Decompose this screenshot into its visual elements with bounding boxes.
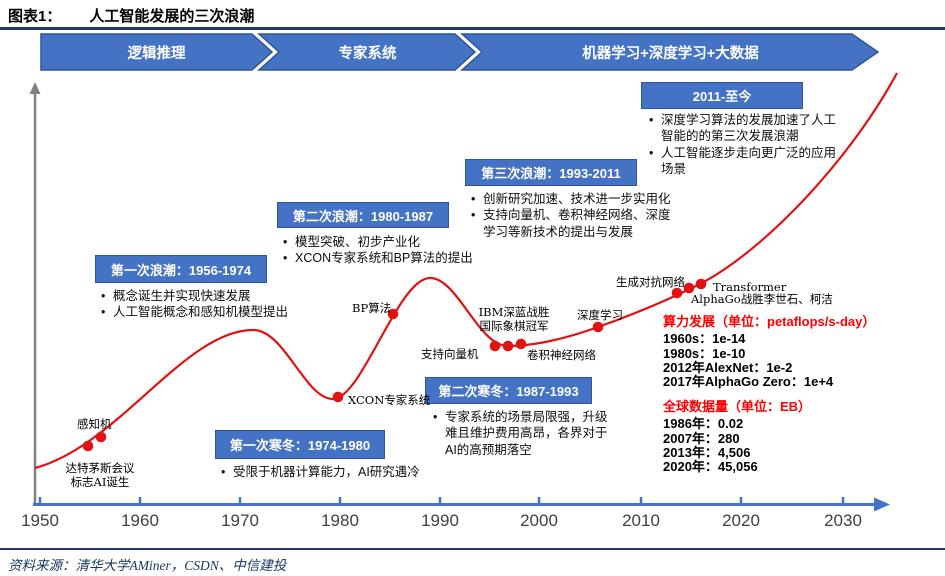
wave1-bullets: 概念诞生并实现快速发展 人工智能概念和感知机模型提出 xyxy=(97,288,347,321)
milestone-label-xcon: XCON专家系统 xyxy=(348,393,431,407)
milestone-dots xyxy=(82,278,707,452)
milestone-dot-svm xyxy=(489,340,501,352)
figure-number: 图表1： xyxy=(8,8,62,25)
list-item: 支持向量机、卷积神经网络、深度学习等新技术的提出与发展 xyxy=(467,207,682,240)
winter1-title-box: 第一次寒冬：1974-1980 xyxy=(215,430,385,459)
banner-machine-learning: 机器学习+深度学习+大数据 xyxy=(582,45,759,62)
milestone-dot-deep-learning xyxy=(592,321,604,333)
list-item: 专家系统的场景局限强，升级难且维护费用高昂，各界对于AI的高预期落空 xyxy=(429,409,611,458)
banner-logic-reasoning: 逻辑推理 xyxy=(127,45,186,62)
stat-line: 2013年：4,506 xyxy=(663,444,751,460)
stat-line: 2017年AlphaGo Zero：1e+4 xyxy=(663,374,834,390)
milestone-label-dartmouth: 达特茅斯会议 标志AI诞生 xyxy=(65,461,135,490)
x-axis-ticks xyxy=(38,497,845,504)
x-tick-2010: 2010 xyxy=(622,511,660,530)
x-tick-1950: 1950 xyxy=(21,511,59,530)
milestone-label-perceptron: 感知机 xyxy=(77,417,112,431)
list-item: XCON专家系统和BP算法的提出 xyxy=(279,250,519,267)
milestone-label-deep-learning: 深度学习 xyxy=(577,308,623,322)
list-item: 人工智能概念和感知机模型提出 xyxy=(97,304,347,321)
milestone-label-deep-blue: IBM深蓝战胜 国际象棋冠军 xyxy=(478,305,550,334)
y-axis-arrow-icon xyxy=(29,82,41,94)
source-note: 资料来源：清华大学AMiner，CSDN、中信建投 xyxy=(8,558,287,573)
winter2-title-box: 第二次寒冬：1987-1993 xyxy=(425,377,592,404)
wave3-bullets: 创新研究加速、技术进一步实用化 支持向量机、卷积神经网络、深度学习等新技术的提出… xyxy=(467,191,682,240)
milestone-dot-alphago xyxy=(683,282,695,294)
milestone-dot-xcon xyxy=(332,391,344,403)
milestone-dot-transformer xyxy=(695,278,707,290)
stat-line: 2020年：45,056 xyxy=(663,459,758,475)
title-divider xyxy=(0,27,945,30)
list-item: 概念诞生并实现快速发展 xyxy=(97,288,347,305)
figure-header: 图表1： 人工智能发展的三次浪潮 xyxy=(8,5,254,26)
winter1-bullets: 受限于机器计算能力，AI研究遇冷 xyxy=(217,464,472,481)
milestone-label-transformer: Transformer xyxy=(713,280,787,294)
milestone-label-cnn: 卷积神经网络 xyxy=(527,348,596,362)
list-item: 人工智能逐步走向更广泛的应用场景 xyxy=(645,145,837,178)
stat-line: 1980s：1e-10 xyxy=(663,345,746,361)
milestone-dot-perceptron xyxy=(95,431,107,443)
milestone-label-bp-algorithm: BP算法 xyxy=(352,301,392,315)
milestone-dot-cnn xyxy=(515,338,527,350)
compute-power-title: 算力发展（单位：petaflops/s-day） xyxy=(663,314,876,329)
x-tick-2000: 2000 xyxy=(520,511,558,530)
x-tick-2020: 2020 xyxy=(722,511,760,530)
milestone-label-svm: 支持向量机 xyxy=(421,347,479,361)
page-title: 人工智能发展的三次浪潮 xyxy=(89,8,255,25)
milestone-label-alphago: AlphaGo战胜李世石、柯洁 xyxy=(691,292,833,306)
x-axis-arrow-icon xyxy=(874,497,890,512)
milestone-dot-bp xyxy=(387,308,399,320)
list-item: 受限于机器计算能力，AI研究遇冷 xyxy=(217,464,472,481)
wave4-title-box: 2011-至今 xyxy=(641,82,803,109)
list-item: 模型突破、初步产业化 xyxy=(279,234,519,251)
milestone-dot-deep-blue xyxy=(502,340,514,352)
list-item: 深度学习算法的发展加速了人工智能的的第三次发展浪潮 xyxy=(645,112,837,145)
compute-power-block: 算力发展（单位：petaflops/s-day） 1960s：1e-14 198… xyxy=(663,314,876,390)
x-tick-1990: 1990 xyxy=(421,511,459,530)
global-data-title: 全球数据量（单位：EB） xyxy=(663,399,812,414)
stat-line: 1986年：0.02 xyxy=(663,416,744,432)
list-item: 创新研究加速、技术进一步实用化 xyxy=(467,191,682,208)
x-tick-1980: 1980 xyxy=(321,511,359,530)
wave2-bullets: 模型突破、初步产业化 XCON专家系统和BP算法的提出 xyxy=(279,234,519,267)
footer-divider xyxy=(0,548,945,550)
banner-shape-logic xyxy=(40,33,274,71)
global-data-block: 全球数据量（单位：EB） 1986年：0.02 2007年：280 2013年：… xyxy=(663,399,812,475)
x-tick-1970: 1970 xyxy=(221,511,259,530)
banner-expert-systems: 专家系统 xyxy=(338,45,397,62)
wave3-title-box: 第三次浪潮：1993-2011 xyxy=(465,159,637,186)
milestone-dot-dartmouth xyxy=(82,440,94,452)
stat-line: 2007年：280 xyxy=(663,430,740,446)
x-tick-1960: 1960 xyxy=(121,511,159,530)
milestone-label-gan: 生成对抗网络 xyxy=(616,275,685,289)
wave1-title-box: 第一次浪潮：1956-1974 xyxy=(95,255,267,283)
banner-shape-ml xyxy=(460,33,880,71)
stat-line: 2012年AlexNet：1e-2 xyxy=(663,359,793,375)
wave4-bullets: 深度学习算法的发展加速了人工智能的的第三次发展浪潮 人工智能逐步走向更广泛的应用… xyxy=(645,112,837,177)
stat-line: 1960s：1e-14 xyxy=(663,331,746,347)
wave2-title-box: 第二次浪潮：1980-1987 xyxy=(277,202,449,228)
winter2-bullets: 专家系统的场景局限强，升级难且维护费用高昂，各界对于AI的高预期落空 xyxy=(429,409,611,458)
development-curve xyxy=(34,72,898,470)
milestone-dot-gan xyxy=(671,287,683,299)
x-tick-2030: 2030 xyxy=(824,511,862,530)
banner-shape-expert xyxy=(257,33,477,71)
